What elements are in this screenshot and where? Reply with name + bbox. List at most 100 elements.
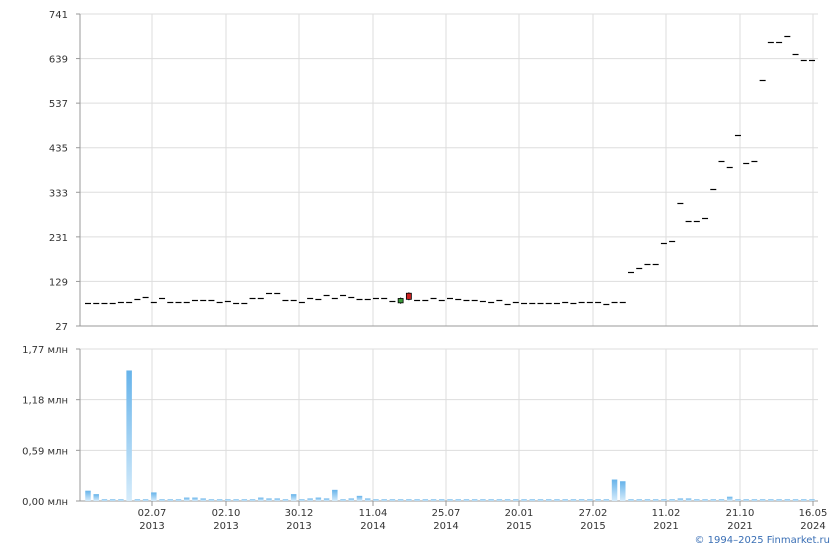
- volume-bar: [315, 497, 322, 501]
- volume-bar: [488, 499, 494, 501]
- x-tick-year: 2021: [727, 521, 752, 532]
- volume-bar: [93, 494, 99, 501]
- volume-bar: [554, 499, 560, 501]
- volume-bar: [677, 498, 684, 501]
- volume-bar: [513, 499, 519, 501]
- volume-bar: [735, 499, 741, 501]
- volume-bar: [628, 499, 634, 501]
- volume-bar: [685, 498, 692, 501]
- volume-bar: [175, 499, 182, 501]
- volume-bar: [545, 499, 552, 501]
- x-tick-year: 2013: [213, 521, 238, 532]
- price-tick-label: 639: [49, 55, 68, 66]
- volume-bar: [784, 499, 791, 501]
- volume-bar: [809, 499, 815, 501]
- price-tick-label: 435: [49, 144, 68, 155]
- volume-bar: [718, 499, 725, 501]
- volume-bar: [406, 499, 412, 501]
- volume-bar: [323, 498, 330, 501]
- volume-tick-label: 1,77 млн: [22, 345, 68, 356]
- price-candles: [85, 35, 815, 306]
- price-tick-label: 27: [55, 322, 68, 333]
- volume-bar: [652, 499, 659, 501]
- volume-bar: [241, 499, 248, 501]
- volume-bar: [578, 499, 585, 501]
- x-tick-date: 02.07: [138, 508, 167, 519]
- volume-bar: [430, 499, 437, 501]
- copyright-label[interactable]: © 1994–2025 Finmarket.ru: [694, 535, 830, 546]
- volume-bar: [710, 499, 717, 501]
- volume-bar: [225, 499, 231, 501]
- candle-body: [397, 298, 404, 304]
- x-tick-date: 20.01: [505, 508, 534, 519]
- volume-bar: [480, 499, 486, 501]
- volume-bar: [669, 499, 675, 501]
- volume-bar: [603, 499, 610, 501]
- volume-bar: [307, 498, 313, 501]
- volume-bar: [299, 499, 305, 501]
- x-tick-date: 11.04: [359, 508, 388, 519]
- x-tick-year: 2021: [653, 521, 678, 532]
- volume-bar: [702, 499, 708, 501]
- volume-bar: [348, 498, 355, 501]
- volume-bar: [759, 499, 766, 501]
- x-tick-year: 2013: [286, 521, 311, 532]
- volume-bar: [332, 489, 338, 501]
- x-tick-year: 2015: [506, 521, 531, 532]
- volume-bar: [562, 499, 568, 501]
- volume-bar: [282, 499, 289, 501]
- volume-bar: [636, 499, 642, 501]
- volume-bar: [694, 499, 700, 501]
- volume-bar: [521, 499, 527, 501]
- x-tick-date: 25.07: [432, 508, 461, 519]
- x-tick-date: 30.12: [285, 508, 314, 519]
- price-tick-label: 741: [49, 10, 68, 21]
- volume-bar: [587, 499, 593, 501]
- volume-bars: [85, 370, 815, 501]
- volume-bar: [537, 499, 544, 501]
- x-tick-date: 16.05: [799, 508, 828, 519]
- price-grid: [80, 13, 818, 327]
- x-tick-year: 2015: [580, 521, 605, 532]
- volume-bar: [233, 499, 239, 501]
- volume-bar: [216, 499, 223, 501]
- price-tick-label: 333: [49, 188, 68, 199]
- x-tick-year: 2024: [800, 521, 825, 532]
- volume-bar: [85, 490, 91, 501]
- volume-bar: [373, 499, 379, 501]
- volume-tick-label: 0,00 млн: [22, 497, 68, 508]
- volume-bar: [496, 499, 503, 501]
- volume-y-axis: 1,77 млн 1,18 млн 0,59 млн 0,00 млн: [22, 345, 818, 508]
- x-tick-date: 11.02: [652, 508, 681, 519]
- volume-bar: [142, 499, 149, 501]
- volume-bar: [776, 499, 782, 501]
- volume-bar: [159, 499, 165, 501]
- volume-bar: [743, 499, 749, 501]
- volume-bar: [381, 499, 387, 501]
- volume-bar: [447, 499, 453, 501]
- volume-bar: [266, 498, 272, 501]
- x-tick-year: 2014: [433, 521, 458, 532]
- volume-bar: [595, 499, 601, 501]
- volume-bar: [134, 499, 141, 501]
- volume-bar: [661, 499, 667, 501]
- volume-tick-label: 1,18 млн: [22, 396, 68, 407]
- volume-bar: [439, 499, 445, 501]
- volume-bar: [504, 499, 511, 501]
- volume-bar: [151, 492, 157, 501]
- volume-bar: [200, 498, 206, 501]
- volume-bar: [397, 499, 404, 501]
- candle-body: [405, 292, 412, 300]
- volume-bar: [356, 495, 363, 501]
- volume-bar: [529, 499, 536, 501]
- volume-bar: [644, 499, 651, 501]
- volume-tick-label: 0,59 млн: [22, 446, 68, 457]
- volume-bar: [792, 499, 799, 501]
- volume-bar: [101, 499, 108, 501]
- volume-bar: [290, 494, 297, 501]
- volume-bar: [167, 499, 174, 501]
- volume-bar: [455, 499, 461, 501]
- volume-bar: [751, 499, 758, 501]
- volume-bar: [274, 498, 280, 501]
